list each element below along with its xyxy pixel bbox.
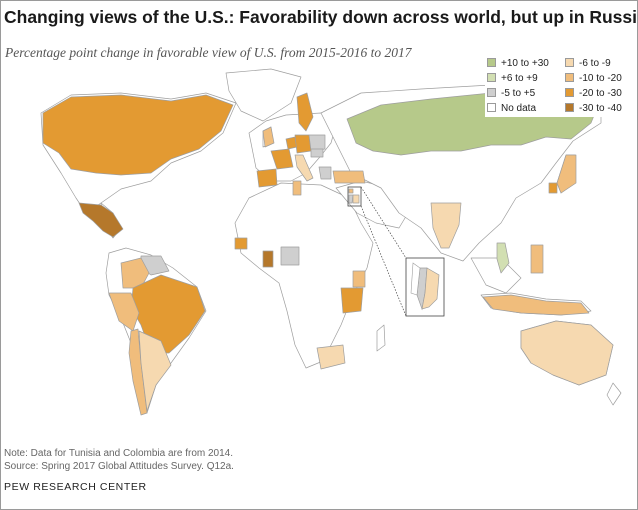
country-spain: [256, 168, 278, 188]
legend-item: -30 to -40: [565, 102, 622, 115]
legend-swatch: [487, 58, 496, 67]
land-newzealand: [606, 382, 622, 406]
country-sweden: [296, 92, 314, 132]
legend-item: -6 to -9: [565, 57, 611, 70]
source-text: Source: Spring 2017 Global Attitudes Sur…: [4, 461, 234, 472]
legend-label: No data: [501, 103, 537, 114]
legend-swatch: [565, 88, 574, 97]
legend-item: +10 to +30: [487, 57, 549, 70]
country-greece: [318, 166, 332, 180]
country-lebanon: [348, 188, 354, 194]
country-peru: [108, 292, 140, 332]
country-india: [430, 202, 462, 249]
land-africa: [234, 182, 374, 369]
country-south-korea: [548, 182, 558, 194]
country-canada: [42, 94, 234, 176]
land-greenland: [225, 68, 302, 122]
country-south-africa: [316, 344, 346, 370]
legend-label: +6 to +9: [501, 73, 538, 84]
country-mexico: [78, 202, 124, 238]
legend-item: +6 to +9: [487, 72, 538, 85]
jordan-inset: [347, 186, 445, 317]
legend-label: +10 to +30: [501, 58, 549, 69]
legend-swatch: [487, 103, 496, 112]
country-hungary: [310, 148, 324, 158]
pew-logo: PEW RESEARCH CENTER: [4, 481, 147, 493]
country-senegal: [234, 237, 248, 250]
note-text: Note: Data for Tunisia and Colombia are …: [4, 448, 234, 459]
map-title: Changing views of the U.S.: Favorability…: [4, 7, 638, 27]
legend-swatch: [487, 73, 496, 82]
country-vietnam: [496, 242, 510, 274]
country-israel: [348, 194, 354, 204]
country-jordan: [352, 194, 360, 204]
country-kenya: [352, 270, 366, 288]
land-madagascar: [376, 324, 386, 352]
inset-leader-line: [360, 186, 407, 259]
country-turkey: [332, 170, 366, 184]
country-germany: [294, 134, 312, 154]
country-colombia: [120, 257, 150, 289]
country-chile: [128, 328, 148, 416]
legend-item: -5 to +5: [487, 87, 535, 100]
legend-label: -20 to -30: [579, 88, 622, 99]
legend-item: No data: [487, 102, 536, 115]
land-se-asia: [470, 257, 522, 294]
country-poland: [308, 134, 326, 152]
country-nigeria: [280, 246, 300, 266]
inset-country-jordan: [421, 267, 440, 310]
inset-leader-line: [360, 205, 407, 317]
map-legend: +10 to +30 +6 to +9 -5 to +5 No data -6 …: [485, 55, 635, 117]
legend-label: -5 to +5: [501, 88, 536, 99]
legend-swatch: [565, 73, 574, 82]
legend-label: -6 to -9: [579, 58, 611, 69]
world-map: [40, 68, 622, 416]
map-subtitle: Percentage point change in favorable vie…: [5, 45, 412, 60]
legend-swatch: [487, 88, 496, 97]
legend-item: -20 to -30: [565, 87, 622, 100]
country-australia: [520, 320, 614, 386]
legend-item: -10 to -20: [565, 72, 622, 85]
country-japan: [556, 154, 577, 194]
legend-swatch: [565, 103, 574, 112]
country-philippines: [530, 244, 544, 274]
legend-label: -30 to -40: [579, 103, 622, 114]
country-tunisia: [292, 180, 302, 196]
country-indonesia: [482, 294, 590, 316]
inset-source-box: [347, 186, 362, 207]
country-united-kingdom: [262, 126, 275, 148]
country-tanzania: [340, 287, 364, 314]
legend-label: -10 to -20: [579, 73, 622, 84]
country-ghana: [262, 250, 274, 268]
inset-neighbor: [410, 262, 421, 296]
country-italy: [294, 154, 314, 182]
country-argentina: [138, 330, 172, 412]
legend-swatch: [565, 58, 574, 67]
country-france: [270, 148, 294, 170]
